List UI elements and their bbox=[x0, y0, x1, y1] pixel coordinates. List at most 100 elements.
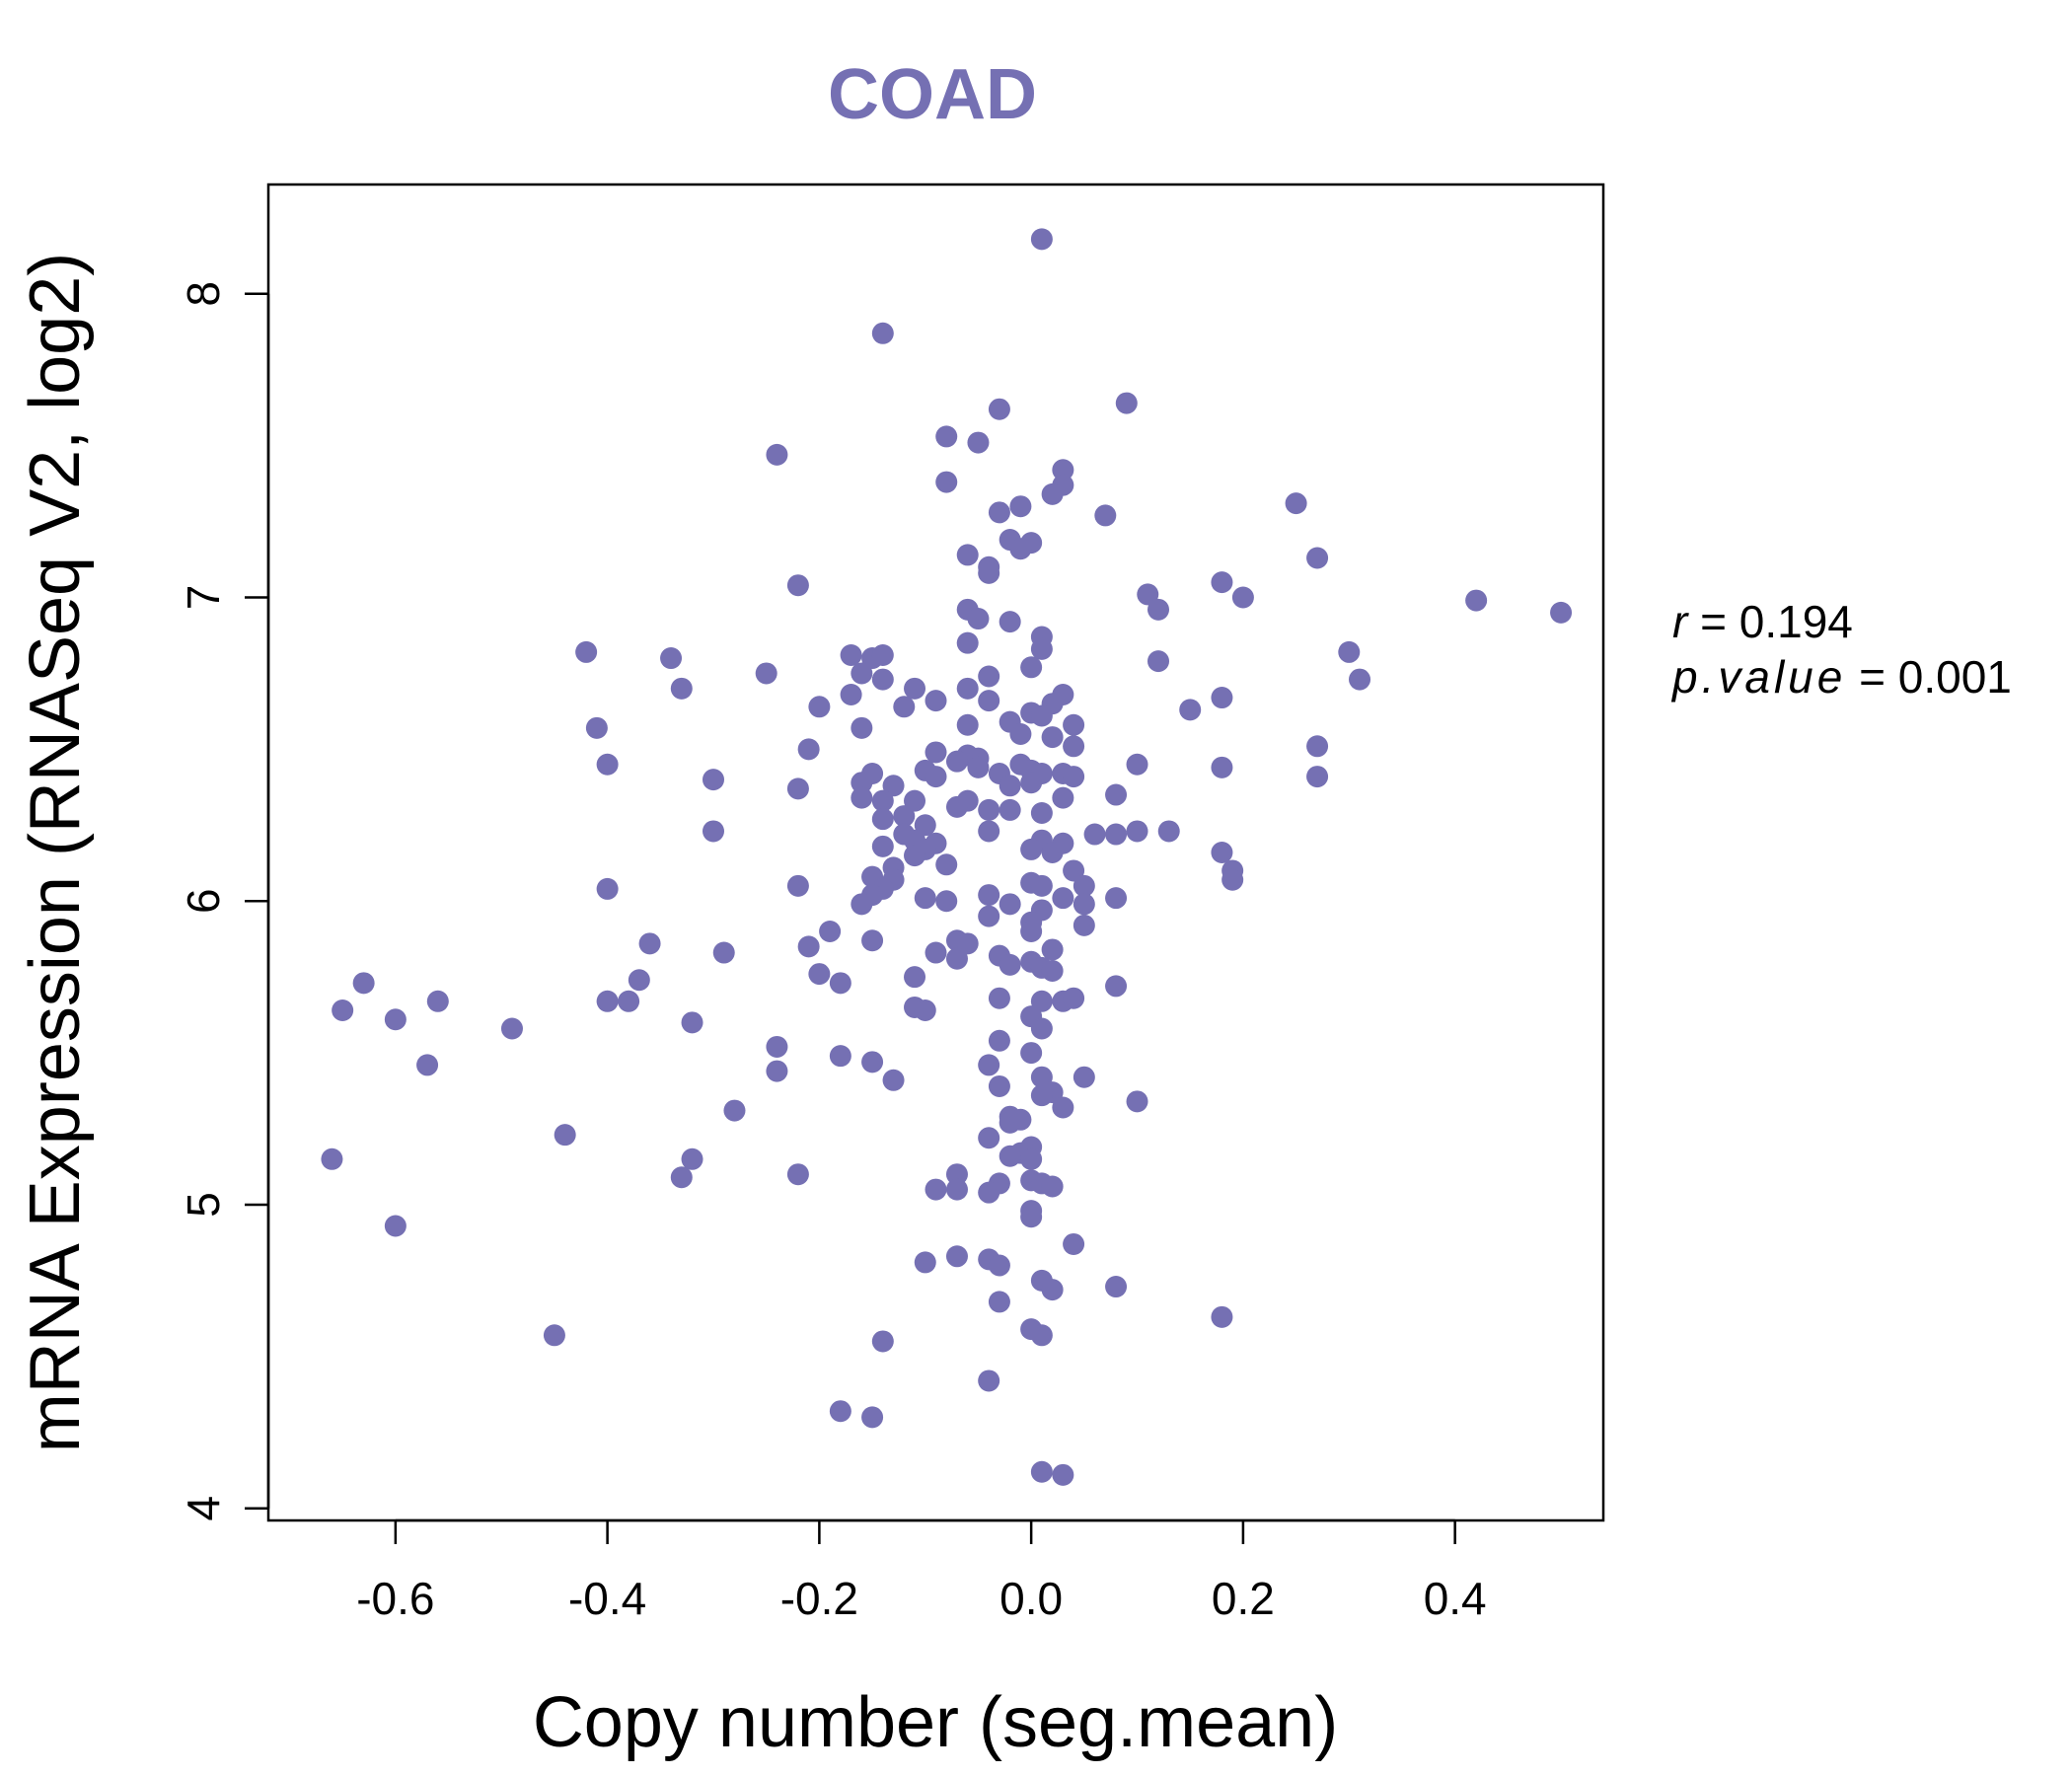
data-point bbox=[978, 798, 1000, 821]
data-point bbox=[978, 905, 1000, 927]
data-point bbox=[797, 738, 820, 761]
data-point bbox=[1009, 495, 1032, 518]
data-point bbox=[871, 322, 894, 344]
data-point bbox=[914, 887, 936, 910]
data-point bbox=[851, 893, 873, 916]
data-point bbox=[956, 932, 979, 955]
data-point bbox=[978, 665, 1000, 688]
data-point bbox=[925, 766, 947, 788]
x-tick-label: -0.4 bbox=[568, 1573, 646, 1624]
data-point bbox=[1041, 482, 1064, 505]
correlation-stats: r = 0.194 p.value = 0.001 bbox=[1670, 596, 2012, 703]
data-point bbox=[1020, 656, 1043, 679]
data-point bbox=[321, 1147, 343, 1170]
data-point bbox=[1052, 1463, 1074, 1486]
data-point bbox=[786, 574, 809, 597]
data-point bbox=[935, 890, 958, 913]
data-point bbox=[1073, 874, 1095, 897]
data-point bbox=[1020, 838, 1043, 860]
data-point bbox=[1063, 735, 1085, 758]
data-point bbox=[1063, 766, 1085, 788]
data-point bbox=[384, 1215, 407, 1237]
data-point bbox=[988, 1074, 1010, 1097]
data-point bbox=[978, 884, 1000, 907]
data-point bbox=[978, 1054, 1000, 1076]
data-point bbox=[1105, 887, 1128, 910]
data-point bbox=[978, 1181, 1000, 1204]
data-point bbox=[945, 795, 968, 818]
data-point bbox=[882, 1069, 905, 1091]
data-point bbox=[1041, 1175, 1064, 1198]
data-point bbox=[786, 777, 809, 800]
p-value: 0.001 bbox=[1898, 651, 2012, 703]
data-point bbox=[1105, 1276, 1128, 1298]
data-point bbox=[755, 662, 777, 685]
data-point bbox=[1041, 938, 1064, 961]
data-point bbox=[596, 877, 619, 900]
data-point bbox=[416, 1054, 439, 1076]
data-point bbox=[1137, 583, 1159, 606]
data-point bbox=[1221, 868, 1244, 891]
data-point bbox=[1030, 1084, 1053, 1107]
r-stat-line: r = 0.194 bbox=[1672, 596, 1853, 647]
data-point bbox=[596, 753, 619, 776]
data-point bbox=[840, 643, 862, 666]
data-point bbox=[1211, 687, 1233, 709]
data-point bbox=[1052, 786, 1074, 809]
data-point bbox=[893, 696, 916, 718]
data-point bbox=[670, 1166, 693, 1189]
data-point bbox=[1020, 1042, 1043, 1065]
data-point bbox=[840, 683, 862, 705]
data-point bbox=[1041, 1279, 1064, 1301]
data-point bbox=[851, 716, 873, 739]
y-tick-label: 6 bbox=[178, 888, 229, 914]
data-point bbox=[925, 1178, 947, 1201]
data-point bbox=[1030, 990, 1053, 1012]
p-stat-line: p.value = 0.001 bbox=[1670, 651, 2012, 703]
data-point bbox=[988, 1291, 1010, 1313]
data-point bbox=[786, 874, 809, 897]
y-tick-label: 5 bbox=[178, 1192, 229, 1218]
data-point bbox=[766, 443, 788, 466]
y-axis: 4 5 6 7 8 bbox=[178, 281, 270, 1521]
data-point bbox=[871, 1330, 894, 1353]
data-point bbox=[1231, 586, 1254, 609]
data-point bbox=[988, 987, 1010, 1009]
y-tick-label: 4 bbox=[178, 1496, 229, 1521]
data-point bbox=[851, 786, 873, 809]
data-point bbox=[882, 775, 905, 797]
data-point bbox=[1349, 668, 1371, 691]
data-point bbox=[1020, 1147, 1043, 1170]
r-value: 0.194 bbox=[1739, 596, 1853, 647]
data-point bbox=[956, 713, 979, 736]
data-point bbox=[956, 544, 979, 566]
x-axis-label: Copy number (seg.mean) bbox=[533, 1683, 1338, 1762]
data-point bbox=[988, 398, 1010, 420]
data-point bbox=[575, 640, 598, 663]
data-point bbox=[1105, 975, 1128, 998]
data-point bbox=[945, 947, 968, 970]
data-point bbox=[543, 1324, 565, 1347]
data-point bbox=[988, 1029, 1010, 1052]
data-point bbox=[1009, 722, 1032, 745]
data-point bbox=[999, 1145, 1021, 1167]
data-point bbox=[1030, 801, 1053, 824]
data-point bbox=[766, 1035, 788, 1058]
data-point bbox=[1073, 893, 1095, 916]
data-point bbox=[925, 741, 947, 764]
data-point bbox=[999, 893, 1021, 916]
data-point bbox=[935, 471, 958, 493]
x-tick-label: -0.6 bbox=[356, 1573, 434, 1624]
data-point bbox=[1063, 987, 1085, 1009]
data-point bbox=[1179, 699, 1202, 721]
data-point bbox=[978, 1369, 1000, 1392]
data-point bbox=[829, 972, 851, 995]
data-point bbox=[914, 1251, 936, 1274]
data-point bbox=[660, 647, 683, 670]
p-equals: = bbox=[1859, 651, 1898, 703]
data-point bbox=[1073, 1066, 1095, 1088]
data-point bbox=[978, 820, 1000, 843]
data-point bbox=[1211, 842, 1233, 863]
data-point bbox=[1126, 1090, 1148, 1113]
